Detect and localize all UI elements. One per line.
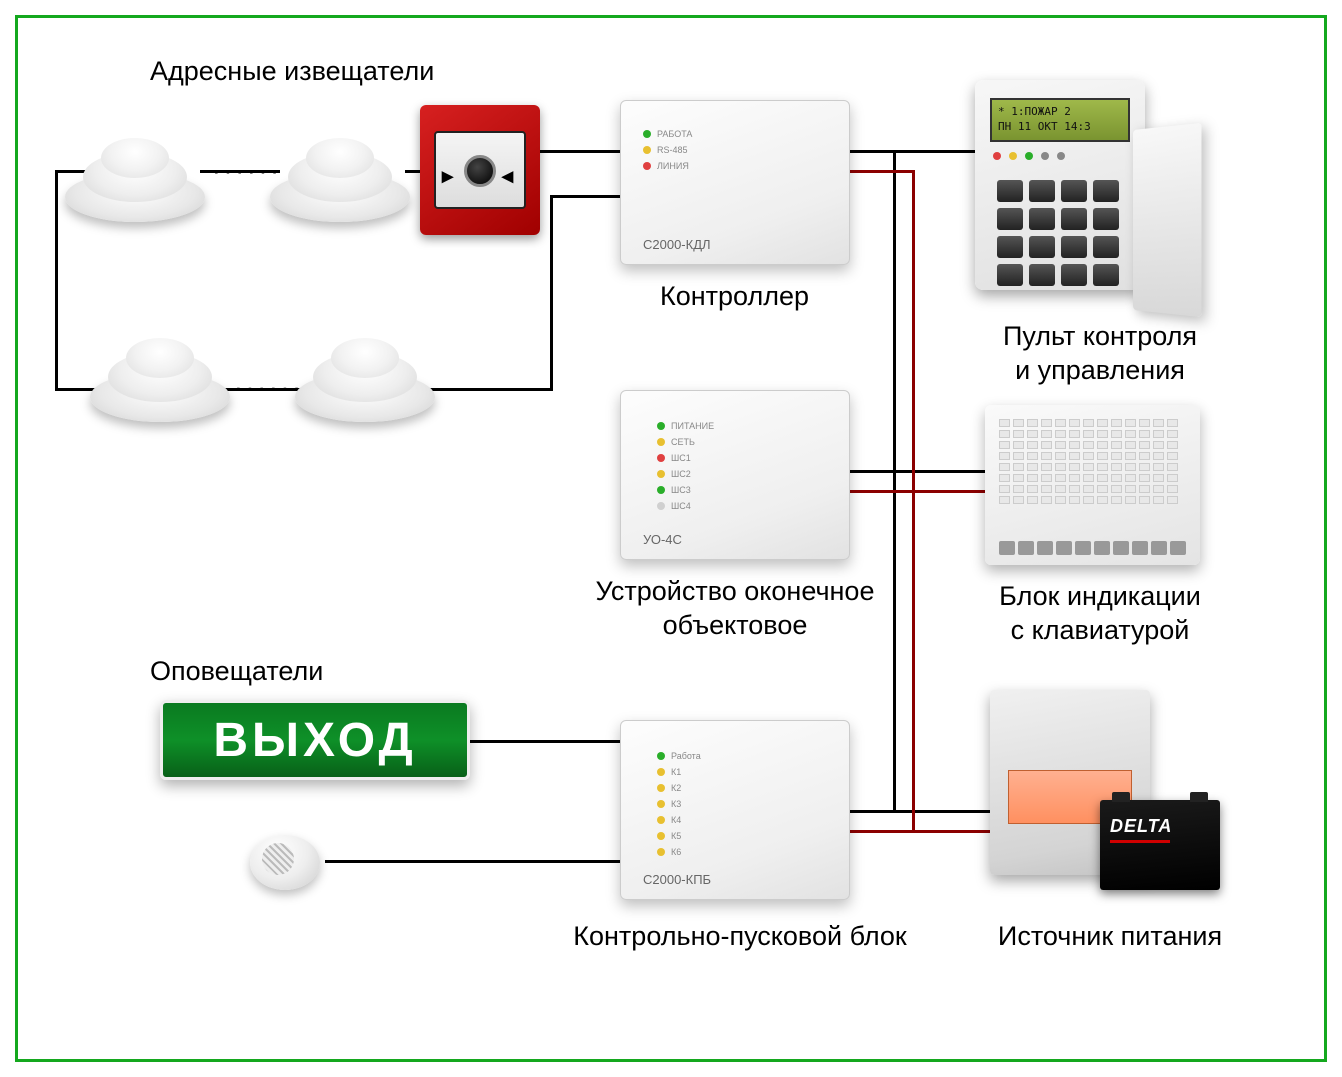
indication-block-icon — [985, 405, 1200, 565]
wire — [850, 810, 993, 813]
sounder-icon — [240, 825, 330, 895]
indicator-label: Блок индикации с клавиатурой — [985, 580, 1215, 648]
controller-label: Контроллер — [660, 280, 809, 314]
wire-red — [912, 170, 915, 833]
wire-red — [850, 490, 988, 493]
diagram-frame: ······ ······ Адресные извещатели Контро… — [0, 0, 1342, 1077]
keypad-label-l2: и управления — [1015, 355, 1185, 385]
ellipsis-icon: ······ — [234, 372, 304, 403]
wire-red — [850, 830, 993, 833]
terminal-model: УО-4С — [643, 532, 682, 547]
wire — [325, 860, 623, 863]
wire — [893, 150, 896, 813]
terminal-label: Устройство оконечное объектовое — [585, 575, 885, 643]
smoke-detector-icon — [295, 330, 435, 425]
keypad-label-l1: Пульт контроля — [1003, 321, 1197, 351]
controller-model: С2000-КДЛ — [643, 237, 711, 252]
indicator-label-l2: с клавиатурой — [1011, 615, 1190, 645]
keypad-label: Пульт контроля и управления — [985, 320, 1215, 388]
control-keypad-icon: * 1:ПОЖАР 2 ПН 11 ОКТ 14:3 — [975, 80, 1205, 310]
kpb-label: Контрольно-пусковой блок — [570, 920, 910, 954]
notifiers-title: Оповещатели — [150, 655, 323, 689]
wire — [430, 388, 553, 391]
wire — [550, 195, 622, 198]
wire — [550, 195, 553, 391]
terminal-label-l1: Устройство оконечное — [596, 576, 875, 606]
detectors-title: Адресные извещатели — [150, 55, 434, 89]
lcd-display: * 1:ПОЖАР 2 ПН 11 ОКТ 14:3 — [990, 98, 1130, 142]
smoke-detector-icon — [65, 130, 205, 225]
terminal-device: ПИТАНИЕ СЕТЬ ШС1 ШС2 ШС3 ШС4 УО-4С — [620, 390, 850, 560]
wire — [850, 150, 978, 153]
exit-sign-icon: ВЫХОД — [160, 700, 470, 780]
smoke-detector-icon — [270, 130, 410, 225]
wire — [538, 150, 623, 153]
kpb-device: Работа К1 К2 К3 К4 К5 К6 С2000-КПБ — [620, 720, 850, 900]
wire-red — [850, 170, 915, 173]
lcd-line2: ПН 11 ОКТ 14:3 — [998, 120, 1091, 133]
wire — [850, 470, 988, 473]
battery-icon: DELTA — [1100, 800, 1220, 890]
exit-sign-text: ВЫХОД — [213, 713, 416, 768]
wire — [468, 740, 623, 743]
keypad-keys — [997, 180, 1119, 286]
psu-label: Источник питания — [985, 920, 1235, 954]
indicator-label-l1: Блок индикации — [999, 581, 1201, 611]
battery-brand: DELTA — [1110, 816, 1172, 837]
wire — [55, 170, 58, 390]
smoke-detector-icon — [90, 330, 230, 425]
manual-call-point-icon: ▸ ◂ — [420, 105, 540, 235]
lcd-line1: * 1:ПОЖАР 2 — [998, 105, 1071, 118]
kpb-model: С2000-КПБ — [643, 872, 711, 887]
terminal-label-l2: объектовое — [663, 610, 808, 640]
controller-device: РАБОТА RS-485 ЛИНИЯ С2000-КДЛ — [620, 100, 850, 265]
